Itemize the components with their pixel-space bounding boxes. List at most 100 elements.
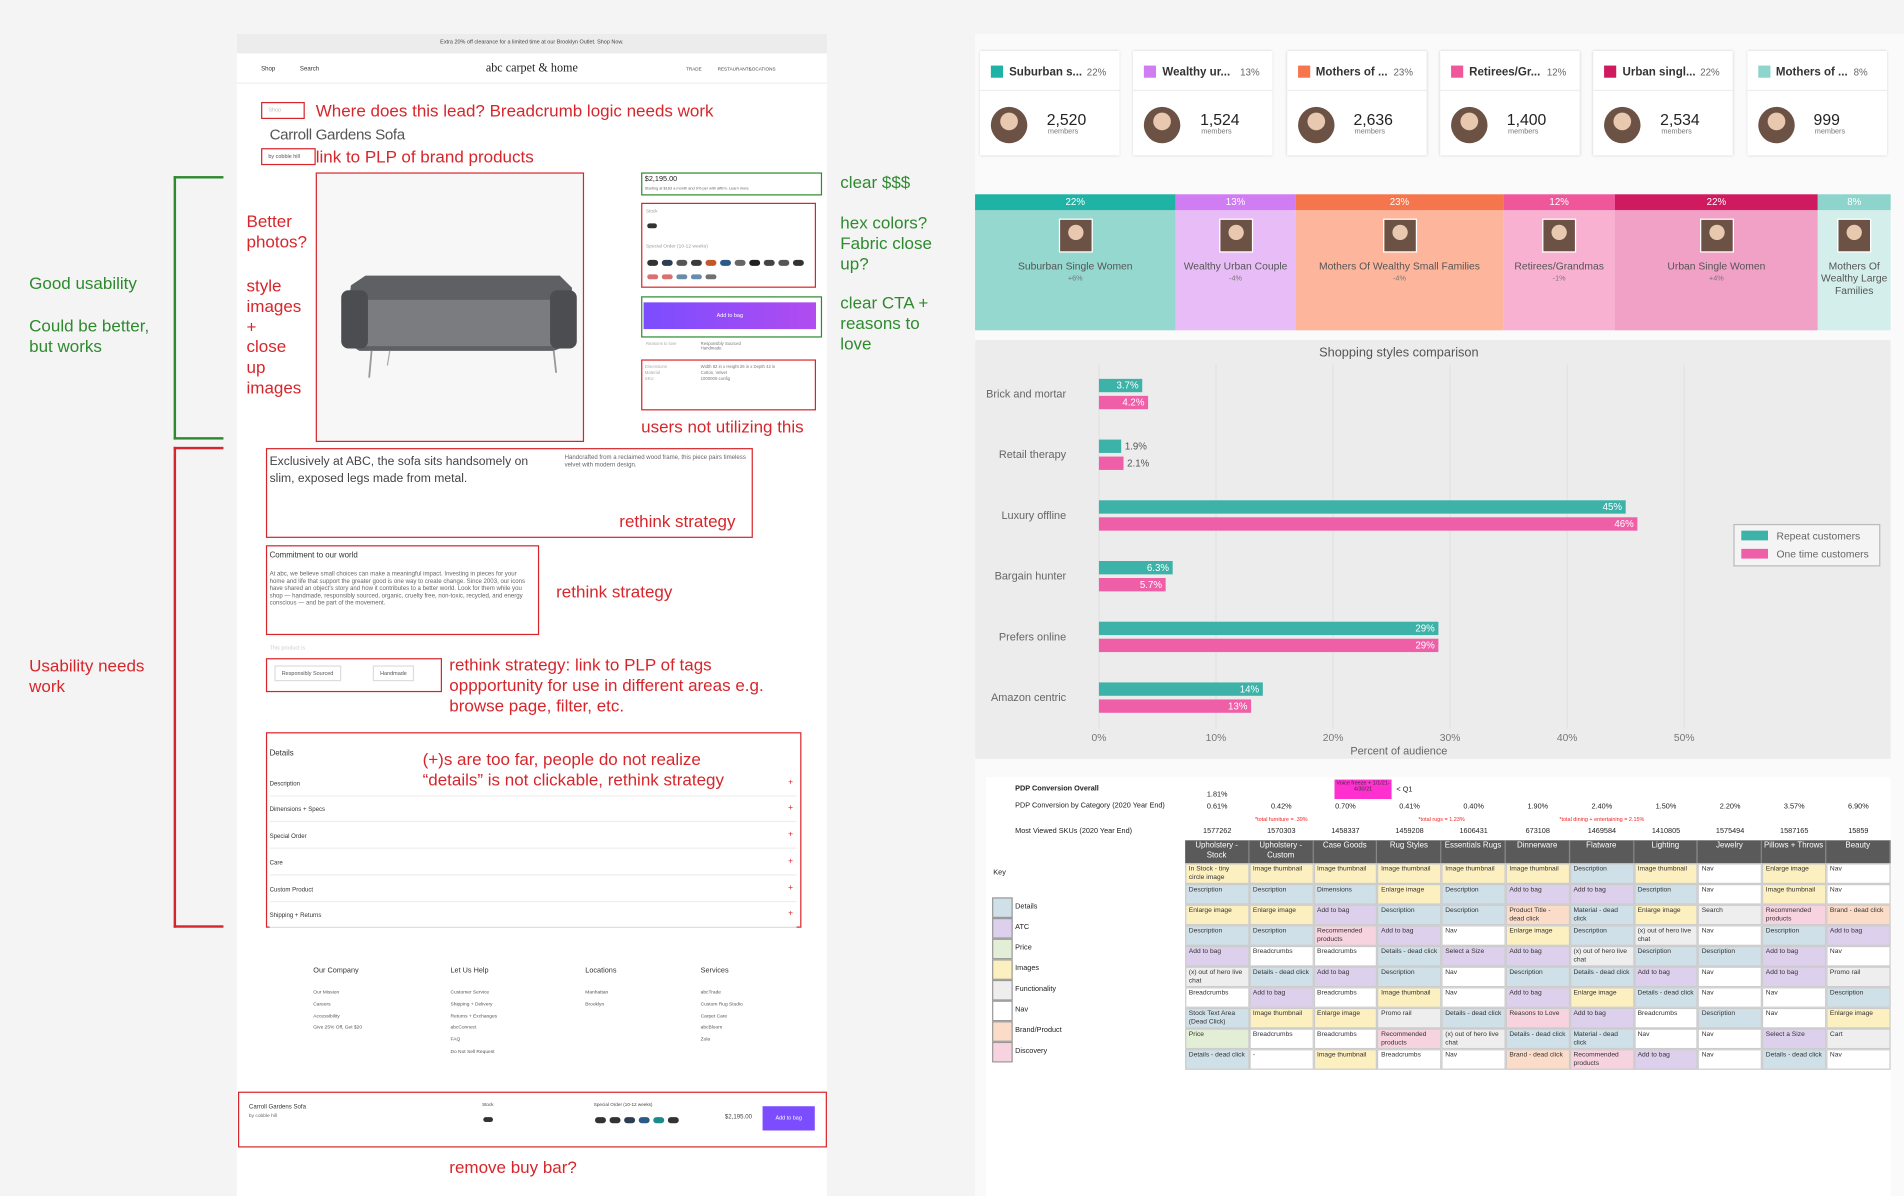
swatch xyxy=(661,259,673,266)
table-cell: Breadcrumbs xyxy=(1633,1007,1699,1029)
table-cell: Details - dead click xyxy=(1441,1007,1506,1029)
swatch xyxy=(720,259,732,266)
persona-members-label: members xyxy=(1047,128,1079,137)
table-cell: Nav xyxy=(1633,1028,1699,1050)
y-tick-label: Bargain hunter xyxy=(995,571,1067,583)
table-value: < Q1 xyxy=(1396,786,1413,795)
spec-label: Material xyxy=(644,370,660,376)
table-cell: Search xyxy=(1698,904,1763,926)
table-cell: Nav xyxy=(1826,945,1891,967)
table-cell: Description xyxy=(1185,925,1250,946)
table-cell: Brand - dead click xyxy=(1505,1049,1570,1070)
buy-bar-box xyxy=(238,1091,827,1148)
table-cell: Enlarge image xyxy=(1313,1007,1378,1029)
column-header: Rug Styles xyxy=(1377,840,1442,864)
accordion-item: Special Order xyxy=(269,833,307,841)
table-cell: Material - dead click xyxy=(1569,904,1634,926)
y-tick-label: Prefers online xyxy=(999,631,1066,643)
table-value: 1458337 xyxy=(1331,828,1360,836)
divider xyxy=(269,821,797,823)
table-value: 1587165 xyxy=(1780,828,1809,836)
segment-change: -4% xyxy=(1392,275,1406,283)
table-cell: Price xyxy=(1185,1028,1250,1050)
table-value: 2.40% xyxy=(1591,803,1613,812)
key-swatch xyxy=(992,959,1013,980)
breadcrumb: Shop xyxy=(268,106,282,113)
table-value: 3.57% xyxy=(1783,803,1805,812)
spec-value: Responsibly Sourced Handmade xyxy=(700,341,741,352)
persona-members: 1,524 xyxy=(1200,110,1240,129)
table-cell: Nav xyxy=(1826,1049,1891,1070)
annotation-note: link to PLP of brand products xyxy=(315,146,534,167)
accordion-plus: + xyxy=(788,909,794,919)
bar xyxy=(1098,561,1173,575)
table-cell: Description xyxy=(1249,925,1314,946)
table-cell: Recommended products xyxy=(1313,925,1378,946)
table-cell: Add to bag xyxy=(1762,966,1827,988)
segment-share: 23% xyxy=(1389,196,1410,208)
table-cell: Description xyxy=(1441,884,1506,905)
table-value: 1469584 xyxy=(1587,828,1617,836)
key-item: Nav xyxy=(1015,1006,1029,1014)
table-value: 1606431 xyxy=(1459,828,1488,836)
table-cell: In Stock - tiny circle image xyxy=(1185,863,1250,885)
table-cell: Details - dead click xyxy=(1569,966,1634,988)
key-item: Details xyxy=(1015,903,1038,911)
banner: Extra 20% off clearance for a limited ti… xyxy=(440,38,624,45)
table-cell: Image thumbnail xyxy=(1313,863,1378,885)
table-cell: Add to bag xyxy=(1633,1049,1699,1070)
table-cell: Add to bag xyxy=(1826,925,1891,946)
tag: Handmade xyxy=(372,665,415,682)
bar-label: 1.9% xyxy=(1125,441,1147,452)
segment-share: 12% xyxy=(1549,196,1569,208)
table-cell: Nav xyxy=(1441,987,1506,1008)
table-cell: Reasons to Love xyxy=(1505,1007,1570,1029)
avatar xyxy=(1297,106,1335,144)
table-cell: Description xyxy=(1185,884,1250,905)
footer-link: abcBloom xyxy=(700,1024,723,1031)
table-cell: Recommended products xyxy=(1569,1049,1634,1070)
segment-change: -1% xyxy=(1552,275,1566,283)
table-cell: Nav xyxy=(1698,884,1763,905)
bar-label: 4.2% xyxy=(1122,398,1144,409)
table-cell: Nav xyxy=(1698,925,1763,946)
persona-name: Mothers of ... xyxy=(1775,65,1848,79)
table-cell: Add to bag xyxy=(1377,925,1442,946)
table-label: Most Viewed SKUs (2020 Year End) xyxy=(1015,828,1133,836)
avatar xyxy=(1699,218,1734,253)
bar-label: 14% xyxy=(1240,684,1260,695)
table-cell: Select a Size xyxy=(1762,1028,1827,1050)
table-cell: Description xyxy=(1249,884,1314,905)
swatch xyxy=(653,1117,665,1124)
table-cell: Description xyxy=(1633,945,1699,967)
segment-name: Wealthy Urban Couple xyxy=(1183,259,1288,273)
persona-name: Mothers of ... xyxy=(1315,65,1388,79)
table-cell: Recommended products xyxy=(1762,904,1827,926)
swatch xyxy=(638,1117,650,1124)
divider xyxy=(269,874,797,876)
swatch xyxy=(749,259,761,266)
table-cell: Details - dead click xyxy=(1633,987,1699,1008)
x-tick-label: 0% xyxy=(1091,733,1106,744)
table-flag: Voice freeze + 1/1/21-4/30/21 xyxy=(1334,779,1392,800)
brand: by cobble hill xyxy=(268,153,300,160)
persona-name: Wealthy ur... xyxy=(1162,65,1231,79)
table-cell: Description xyxy=(1762,925,1827,946)
x-tick-label: 50% xyxy=(1674,733,1695,744)
x-axis-label: Percent of audience xyxy=(1350,746,1447,758)
table-cell: Product Title - dead click xyxy=(1505,904,1570,926)
annotation-note: (+)s are too far, people do not realize … xyxy=(422,749,724,790)
table-cell: Image thumbnail xyxy=(1313,1049,1378,1070)
divider xyxy=(236,82,827,84)
segment-top xyxy=(1175,194,1296,211)
table-cell: Nav xyxy=(1698,987,1763,1008)
table-cell: Add to bag xyxy=(1633,966,1699,988)
nav-link: Search xyxy=(299,65,320,73)
footer-link: Our Mission xyxy=(313,988,340,995)
column-header: Upholstery - Stock xyxy=(1185,840,1250,864)
table-cell: Nav xyxy=(1762,1007,1827,1029)
column-header: Pillows + Throws xyxy=(1762,840,1827,864)
segment-name: Mothers Of Wealthy Small Families xyxy=(1318,259,1480,273)
key-swatch xyxy=(992,1021,1013,1042)
table-cell: Details - dead click xyxy=(1185,1049,1250,1070)
